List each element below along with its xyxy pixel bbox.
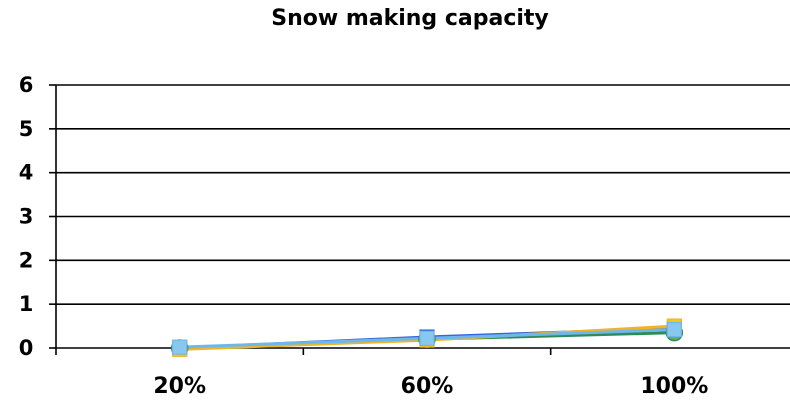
y-tick-label: 5 — [19, 117, 34, 141]
chart-title: Snow making capacity — [271, 6, 549, 31]
y-tick-label: 6 — [19, 73, 34, 97]
y-tick-label: 4 — [19, 161, 34, 185]
gridlines — [56, 84, 790, 305]
data-point-series-4 — [172, 339, 188, 355]
axes — [49, 84, 790, 355]
y-tick-label: 1 — [19, 292, 34, 316]
y-tick-label: 3 — [19, 205, 34, 229]
series-lines — [170, 318, 684, 357]
data-point-series-4 — [666, 321, 682, 338]
y-tick-label: 2 — [19, 248, 34, 272]
x-tick-label: 20% — [153, 374, 206, 399]
x-tick-label: 60% — [401, 374, 454, 399]
y-tick-label: 0 — [19, 336, 34, 360]
tick-labels: 0 1 2 3 4 5 6 20% 60% 100% — [19, 73, 709, 399]
x-tick-label: 100% — [640, 374, 708, 399]
data-point-series-4 — [419, 330, 435, 346]
